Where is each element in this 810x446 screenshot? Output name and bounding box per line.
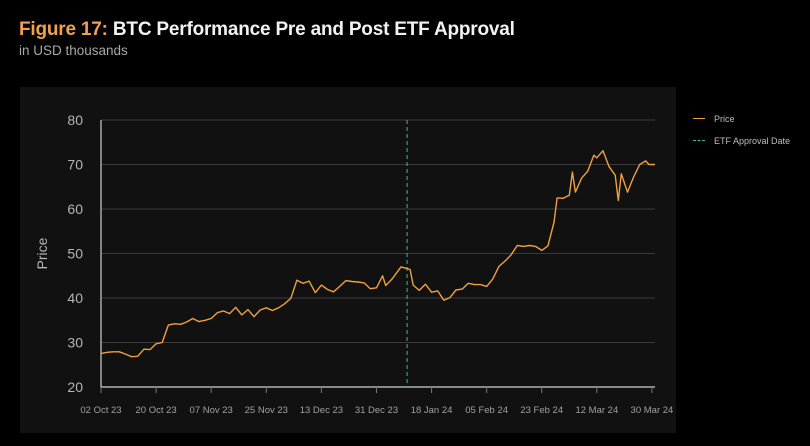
x-tick-label: 13 Dec 23 [300, 405, 343, 416]
x-tick-label: 20 Oct 23 [135, 405, 176, 416]
legend-item-etf: ETF Approval Date [693, 135, 790, 146]
y-tick-label: 70 [67, 157, 83, 173]
y-tick-label: 40 [67, 290, 83, 306]
figure-title-text: BTC Performance Pre and Post ETF Approva… [107, 19, 515, 40]
x-tick-label: 12 Mar 24 [575, 405, 618, 416]
x-tick-label: 05 Feb 24 [465, 405, 508, 416]
y-tick-label: 80 [67, 112, 83, 128]
x-tick-label: 02 Oct 23 [80, 405, 121, 416]
x-tick-label: 30 Mar 24 [631, 405, 674, 416]
x-tick-label: 07 Nov 23 [190, 405, 233, 416]
price-series-line [100, 149, 655, 358]
y-axis-label: Price [34, 237, 50, 269]
x-tick-label: 23 Feb 24 [520, 405, 563, 416]
y-tick-label: 30 [67, 335, 83, 351]
legend: Price ETF Approval Date [693, 113, 790, 157]
x-tick-label: 25 Nov 23 [245, 405, 288, 416]
x-tick-label: 31 Dec 23 [355, 405, 398, 416]
figure-subtitle: in USD thousands [19, 43, 128, 58]
y-tick-label: 50 [67, 246, 83, 262]
x-tick-label: 18 Jan 24 [411, 405, 453, 416]
figure-title: Figure 17: BTC Performance Pre and Post … [19, 19, 515, 41]
y-tick-label: 20 [67, 379, 83, 395]
figure-number: Figure 17: [19, 19, 108, 40]
legend-swatch-etf [693, 140, 705, 141]
legend-item-price: Price [693, 113, 790, 124]
y-tick-label: 60 [67, 201, 83, 217]
legend-label: Price [714, 113, 735, 124]
legend-swatch-price [693, 118, 705, 119]
chart-panel [20, 87, 676, 433]
legend-label: ETF Approval Date [714, 135, 791, 146]
